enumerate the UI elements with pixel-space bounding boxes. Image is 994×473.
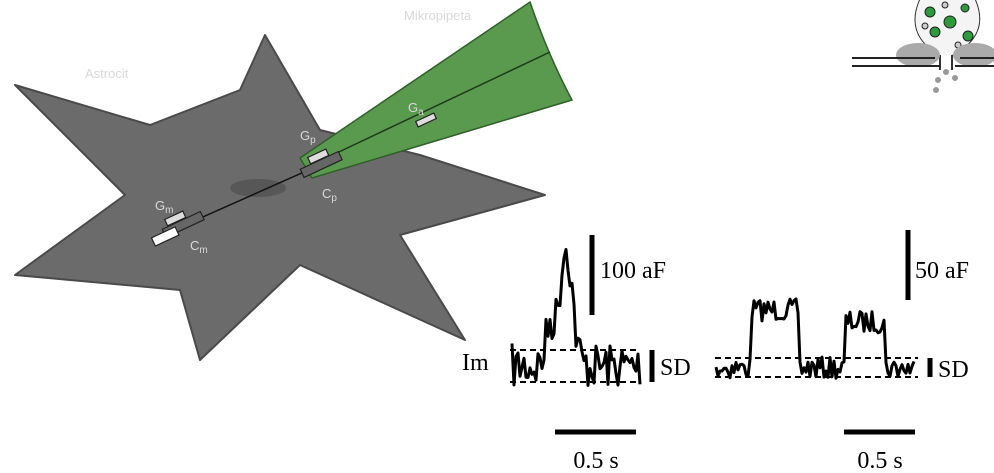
- scale-label: 100 aF: [600, 258, 666, 284]
- cell-label: Astrocit: [85, 66, 129, 81]
- scale-label: 50 aF: [915, 258, 969, 284]
- pipette-label: Mikropipeta: [404, 8, 472, 23]
- element-symbol: C: [190, 238, 199, 253]
- scale-label: 0.5 s: [857, 448, 902, 473]
- scale-label: 0.5 s: [573, 448, 618, 473]
- element-symbol: C: [322, 186, 331, 201]
- element-subscript: p: [331, 193, 337, 204]
- element-symbol: G: [155, 198, 165, 213]
- nucleus: [230, 179, 286, 197]
- vesicle-icon: [852, 0, 994, 93]
- trace: [716, 299, 914, 378]
- element-symbol: G: [300, 128, 310, 143]
- element-subscript: a: [418, 107, 424, 118]
- element-subscript: m: [165, 205, 173, 216]
- baselines: [510, 350, 918, 382]
- element-subscript: p: [310, 135, 316, 146]
- figure: Mikropipeta Astrocit GaGpCpGmCm Im SD SD…: [0, 0, 994, 473]
- element-symbol: G: [408, 100, 418, 115]
- sd-label: SD: [938, 357, 969, 383]
- current-label: Im: [462, 350, 489, 376]
- element-subscript: m: [199, 245, 207, 256]
- sd-label: SD: [660, 355, 691, 381]
